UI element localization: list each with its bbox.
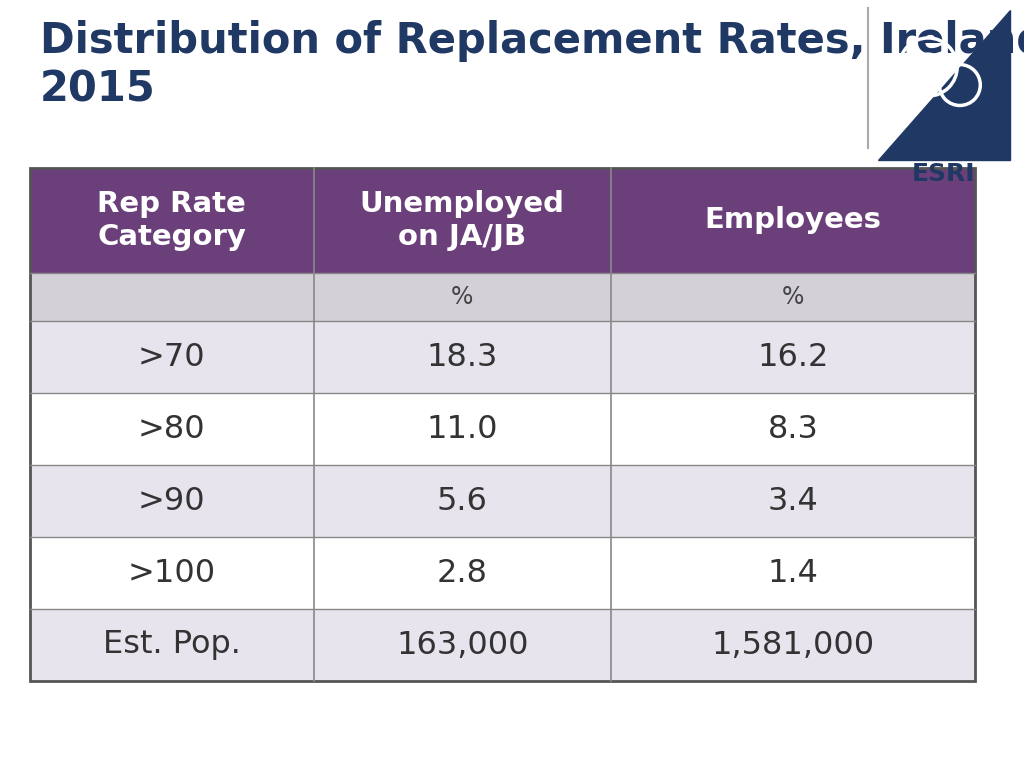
Text: 11.0: 11.0 — [427, 413, 498, 445]
Text: %: % — [452, 285, 473, 309]
Text: 163,000: 163,000 — [396, 630, 528, 660]
Text: >70: >70 — [138, 342, 206, 372]
Bar — [30, 273, 313, 321]
Bar — [611, 465, 975, 537]
Bar — [30, 168, 313, 273]
Text: >100: >100 — [128, 558, 216, 588]
Bar — [30, 168, 975, 681]
Text: Est. Pop.: Est. Pop. — [102, 630, 241, 660]
Text: 1.4: 1.4 — [768, 558, 818, 588]
Bar — [30, 321, 313, 393]
Text: Rep Rate
Category: Rep Rate Category — [97, 190, 246, 250]
Text: 3.4: 3.4 — [768, 485, 818, 517]
Text: >90: >90 — [138, 485, 206, 517]
Text: 2.8: 2.8 — [437, 558, 487, 588]
Bar — [611, 393, 975, 465]
Bar — [313, 273, 611, 321]
Bar — [611, 321, 975, 393]
Text: 5.6: 5.6 — [437, 485, 487, 517]
Text: Unemployed
on JA/JB: Unemployed on JA/JB — [359, 190, 565, 250]
Bar — [611, 168, 975, 273]
Bar — [313, 537, 611, 609]
Bar — [30, 537, 313, 609]
Text: 1,581,000: 1,581,000 — [712, 630, 874, 660]
Bar — [30, 609, 313, 681]
Text: >80: >80 — [138, 413, 206, 445]
Text: 16.2: 16.2 — [758, 342, 828, 372]
Text: 2015: 2015 — [40, 68, 156, 110]
Text: Distribution of Replacement Rates, Ireland: Distribution of Replacement Rates, Irela… — [40, 20, 1024, 62]
Polygon shape — [878, 10, 1010, 160]
Bar — [313, 465, 611, 537]
Bar — [30, 465, 313, 537]
Bar — [611, 609, 975, 681]
Bar — [30, 393, 313, 465]
Bar — [313, 393, 611, 465]
Text: 18.3: 18.3 — [427, 342, 498, 372]
Text: ESRI: ESRI — [912, 162, 976, 186]
Text: 8.3: 8.3 — [768, 413, 818, 445]
Bar — [313, 609, 611, 681]
Bar — [611, 537, 975, 609]
Bar — [313, 168, 611, 273]
Bar — [313, 321, 611, 393]
Bar — [611, 273, 975, 321]
Text: Employees: Employees — [705, 207, 882, 234]
Text: %: % — [782, 285, 804, 309]
